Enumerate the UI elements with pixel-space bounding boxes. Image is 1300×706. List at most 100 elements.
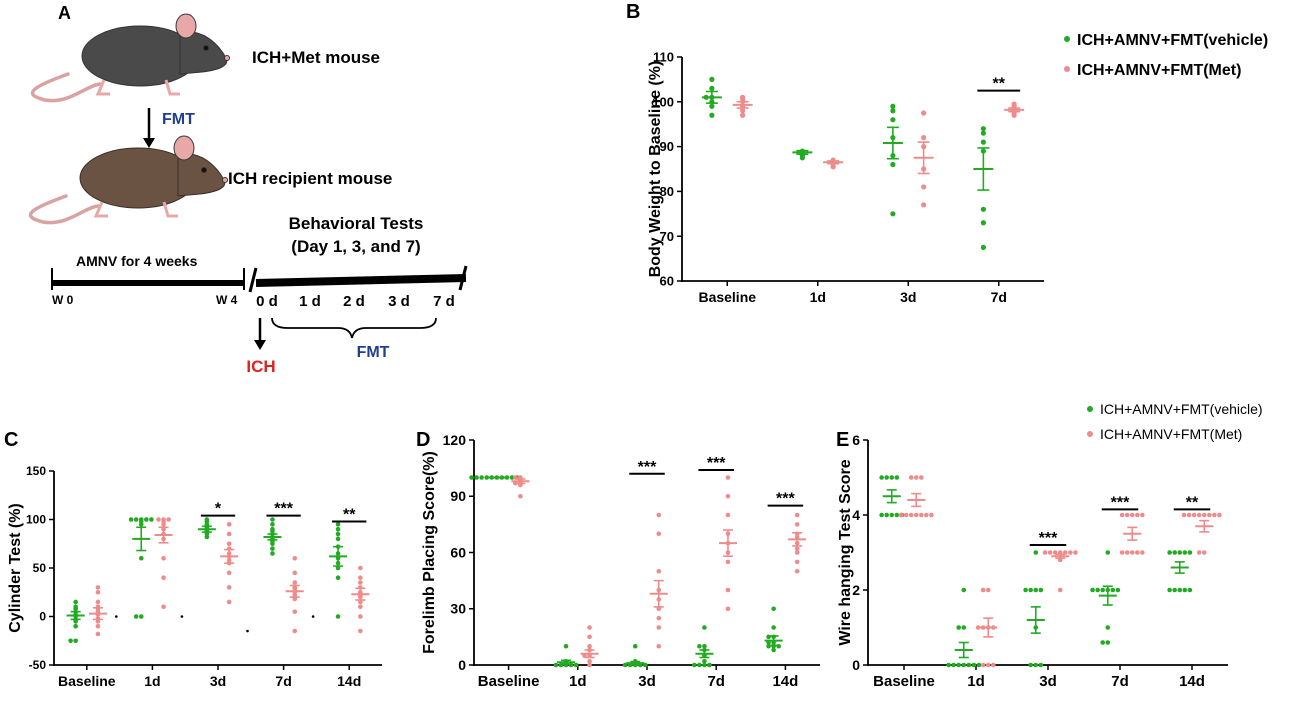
behavior-tests-title: Behavioral Tests	[289, 214, 424, 233]
data-point	[656, 615, 662, 621]
data-point	[504, 475, 510, 480]
data-point	[951, 662, 956, 668]
data-point	[1105, 640, 1111, 645]
data-point	[1140, 512, 1145, 518]
data-point	[697, 662, 702, 668]
significance-label: **	[993, 76, 1006, 93]
data-point	[509, 475, 515, 480]
data-point	[1129, 512, 1135, 518]
data-point	[794, 546, 800, 552]
data-point	[133, 614, 139, 619]
data-point	[921, 202, 927, 208]
legend-bottom: ICH+AMNV+FMT(vehicle) ICH+AMNV+FMT(Met)	[1087, 401, 1263, 442]
x-tick-label: 3d	[638, 673, 656, 690]
amnv-label: AMNV for 4 weeks	[76, 253, 198, 269]
legend-bottom-met-marker	[1087, 431, 1093, 437]
y-axis-title: Body Weight to Baseline (%)	[647, 61, 664, 278]
data-point	[1177, 550, 1183, 555]
week-4-label: W 4	[216, 293, 238, 307]
data-point	[358, 614, 363, 619]
legend-top-vehicle-label: ICH+AMNV+FMT(vehicle)	[1077, 32, 1268, 49]
significance-label: ***	[274, 501, 293, 518]
data-point	[226, 570, 232, 576]
data-point	[587, 634, 592, 640]
data-point	[1033, 662, 1039, 668]
data-point	[335, 522, 341, 527]
data-point	[921, 110, 927, 116]
data-point	[985, 587, 991, 593]
data-point	[961, 587, 967, 593]
data-point	[740, 108, 746, 114]
data-point	[1038, 662, 1044, 668]
data-point	[702, 625, 707, 630]
timeline-day-label: 0 d	[256, 293, 278, 310]
data-point	[709, 85, 715, 91]
donor-mouse-label: ICH+Met mouse	[252, 48, 380, 67]
day-timeline	[248, 265, 468, 293]
y-tick-label: 0	[39, 610, 46, 624]
x-tick-label: 3d	[900, 289, 916, 305]
legend-bottom-met-label: ICH+AMNV+FMT(Met)	[1100, 426, 1242, 442]
data-point	[587, 643, 592, 649]
data-point	[1100, 587, 1105, 593]
data-point	[1182, 587, 1188, 593]
data-point	[908, 512, 914, 518]
data-point	[794, 512, 800, 518]
data-point	[1033, 587, 1039, 593]
amnv-timeline	[51, 268, 245, 290]
data-point	[358, 580, 363, 585]
significance-label: ***	[1039, 530, 1058, 547]
data-point	[924, 512, 929, 518]
x-tick-label: Baseline	[58, 673, 116, 689]
data-point	[980, 244, 986, 250]
data-point	[889, 512, 895, 518]
significance-label: *	[215, 501, 222, 518]
data-point	[270, 541, 275, 547]
x-tick-label: 1d	[569, 673, 587, 690]
data-point	[226, 531, 232, 537]
data-point	[95, 599, 101, 605]
data-point	[956, 662, 961, 668]
data-point	[128, 517, 134, 522]
data-point	[95, 631, 101, 637]
data-point	[563, 643, 569, 649]
recipient-mouse-label: ICH recipient mouse	[228, 169, 392, 188]
data-point	[270, 522, 275, 527]
data-point	[1182, 550, 1188, 555]
data-point	[894, 512, 900, 518]
legend-top-met-marker	[1064, 66, 1070, 72]
data-point	[898, 512, 904, 518]
data-point	[1135, 512, 1140, 518]
data-point	[771, 647, 776, 653]
data-point	[474, 475, 479, 480]
x-tick-label: 14d	[1179, 673, 1205, 690]
y-tick-label: 90	[660, 139, 674, 154]
y-axis-title: Forelimb Placing Score(%)	[421, 451, 438, 654]
data-point	[890, 117, 896, 123]
marker-dot	[180, 615, 184, 618]
data-point	[226, 585, 232, 590]
data-point	[1124, 550, 1130, 555]
significance-label: ***	[1111, 494, 1130, 511]
data-point	[226, 522, 232, 527]
data-point	[725, 587, 731, 593]
y-tick-label: 6	[852, 432, 860, 448]
data-point	[919, 512, 924, 518]
data-point	[292, 570, 298, 576]
data-point	[335, 575, 341, 580]
data-point	[702, 658, 707, 664]
data-point	[226, 599, 232, 605]
panel-letter: B	[626, 1, 640, 23]
data-point	[335, 614, 341, 619]
significance-label: ***	[707, 455, 726, 472]
data-point	[479, 475, 484, 480]
data-point	[980, 587, 986, 593]
data-point	[573, 662, 579, 668]
data-point	[1110, 587, 1116, 593]
data-point	[204, 534, 210, 540]
panel-letter: C	[4, 429, 18, 451]
data-point	[1033, 550, 1039, 555]
data-point	[73, 638, 78, 644]
week-0-label: W 0	[52, 293, 74, 307]
data-point	[884, 475, 889, 480]
